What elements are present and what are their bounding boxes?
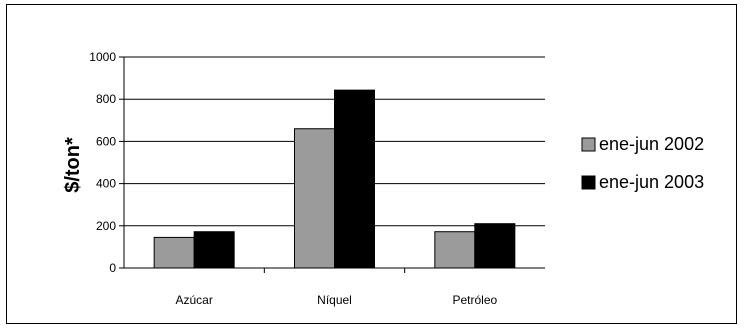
bar-series2-2 (474, 223, 516, 269)
y-tick-label: 1000 (89, 50, 116, 64)
bar-series1-2 (434, 231, 476, 269)
y-tick-label: 400 (96, 177, 116, 191)
y-tick-label: 200 (96, 219, 116, 233)
bars (153, 89, 516, 269)
y-tick-label: 800 (96, 92, 116, 106)
legend-label: ene-jun 2003 (599, 172, 704, 192)
bar-series2-0 (193, 231, 235, 269)
legend-swatch (581, 137, 596, 152)
x-tick-label: Petróleo (452, 293, 497, 307)
y-tick-label: 600 (96, 134, 116, 148)
y-tick-label: 0 (109, 261, 116, 275)
bar-series1-1 (294, 128, 335, 269)
x-tick-labels: Azúcar Níquel Petróleo (175, 293, 497, 307)
x-tick-label: Azúcar (175, 293, 212, 307)
y-tick-labels: 0 200 400 600 800 1000 (89, 50, 116, 275)
x-tick-label: Níquel (317, 293, 352, 307)
bar-series1-0 (153, 236, 195, 269)
legend-swatch (581, 175, 596, 190)
bar-series2-1 (334, 89, 375, 269)
legend: ene-jun 2002 ene-jun 2003 (581, 134, 704, 192)
axes (119, 56, 545, 273)
legend-label: ene-jun 2002 (599, 134, 704, 154)
y-axis-label: $/ton* (62, 137, 84, 193)
